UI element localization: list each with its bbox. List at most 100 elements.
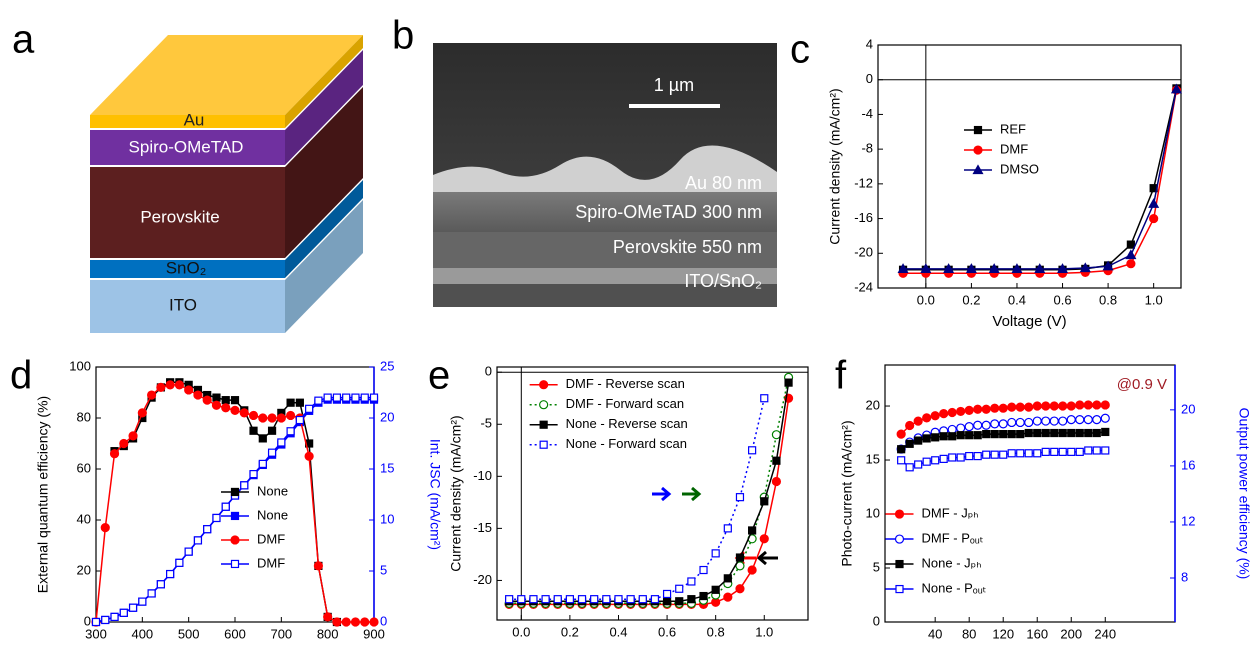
marker	[1075, 428, 1084, 438]
y-tick-label: 40	[77, 511, 91, 526]
marker	[602, 595, 611, 604]
marker	[1126, 240, 1135, 249]
marker	[184, 385, 194, 395]
marker	[626, 595, 635, 604]
annotation: @0.9 V	[1117, 376, 1167, 393]
marker	[119, 608, 128, 617]
x-tick-label: 200	[1060, 626, 1082, 641]
legend-marker	[230, 535, 240, 545]
legend-label: DMF	[257, 555, 285, 570]
marker	[939, 432, 948, 441]
marker	[341, 617, 351, 627]
marker	[931, 433, 940, 442]
marker	[119, 438, 129, 449]
au-top	[90, 35, 363, 115]
legend-label: None - Reverse scan	[566, 416, 688, 431]
y-tick-label: 0	[866, 71, 873, 86]
ito-layer	[90, 280, 285, 333]
marker	[1041, 447, 1050, 456]
marker	[735, 584, 745, 594]
legend-label: DMF - Pₒᵤₜ	[922, 530, 984, 545]
sno2-layer	[90, 260, 285, 278]
marker	[723, 574, 732, 583]
marker	[1075, 400, 1085, 410]
marker	[323, 612, 333, 622]
marker	[981, 420, 991, 430]
x-tick-label: 0.2	[962, 292, 980, 307]
y2-tick-label: 10	[380, 511, 394, 526]
marker	[943, 263, 955, 274]
marker	[1011, 263, 1023, 274]
arrow	[652, 486, 672, 502]
marker	[998, 403, 1008, 413]
marker	[1016, 430, 1025, 439]
marker	[1041, 428, 1050, 438]
marker	[193, 536, 203, 545]
legend-marker	[230, 559, 240, 569]
y2-axis-label: Int. JSC (mA/cm²)	[427, 439, 443, 550]
marker	[1050, 447, 1059, 456]
marker	[897, 456, 906, 465]
marker	[1083, 400, 1093, 410]
panel-label: e	[428, 354, 450, 398]
marker	[267, 426, 277, 435]
marker	[687, 577, 696, 586]
marker	[939, 408, 949, 419]
layer-label: ITO	[169, 295, 197, 314]
y2-tick-label: 25	[380, 358, 394, 373]
marker	[998, 419, 1008, 429]
layer-label: Perovskite	[140, 207, 219, 226]
marker	[687, 595, 696, 604]
marker	[249, 426, 258, 435]
marker	[248, 410, 259, 421]
marker	[156, 382, 166, 392]
marker	[1066, 415, 1076, 425]
y-axis-label: External quantum efficiency (%)	[35, 396, 51, 593]
sem-label: Spiro-OMeTAD 300 nm	[575, 202, 762, 222]
marker	[922, 413, 932, 423]
x-tick-label: 40	[928, 626, 942, 641]
marker	[203, 525, 212, 534]
marker	[922, 434, 931, 443]
legend-label: None - Forward scan	[566, 436, 687, 451]
marker	[735, 553, 745, 562]
marker	[1148, 198, 1160, 208]
marker	[956, 406, 966, 417]
marker	[931, 456, 940, 465]
marker	[314, 396, 323, 405]
y-axis-label: Photo-current (mA/cm²)	[839, 420, 855, 566]
y-tick-label: 15	[866, 451, 880, 466]
legend-label: DMF - Jₚₕ	[922, 505, 979, 520]
marker	[638, 595, 647, 604]
x-tick-label: 0.8	[1099, 292, 1117, 307]
legend-label: DMSO	[1000, 161, 1039, 176]
marker	[990, 419, 1000, 429]
series-line	[95, 396, 374, 623]
legend-marker	[895, 559, 904, 569]
marker	[1032, 401, 1042, 411]
y-tick-label: 60	[77, 460, 91, 475]
legend-marker	[539, 420, 548, 429]
y2-tick-label: 16	[1181, 457, 1195, 472]
marker	[166, 569, 175, 579]
marker	[286, 398, 295, 407]
y2-tick-label: 0	[380, 613, 387, 628]
marker	[305, 404, 314, 413]
legend-marker	[539, 440, 548, 449]
marker	[276, 413, 286, 423]
ito-side	[285, 200, 363, 333]
x-tick-label: 0.4	[609, 624, 627, 639]
marker	[1075, 415, 1085, 425]
marker	[1149, 213, 1159, 224]
legend-marker	[895, 584, 904, 594]
marker	[1015, 417, 1025, 428]
x-tick-label: 300	[85, 626, 107, 641]
marker	[990, 430, 999, 439]
marker	[999, 430, 1008, 439]
y-tick-label: 0	[485, 364, 492, 379]
marker	[965, 431, 974, 440]
marker	[735, 493, 745, 502]
marker	[91, 617, 101, 627]
legend-label: DMF	[1000, 141, 1028, 156]
y-tick-label: -15	[473, 520, 492, 535]
